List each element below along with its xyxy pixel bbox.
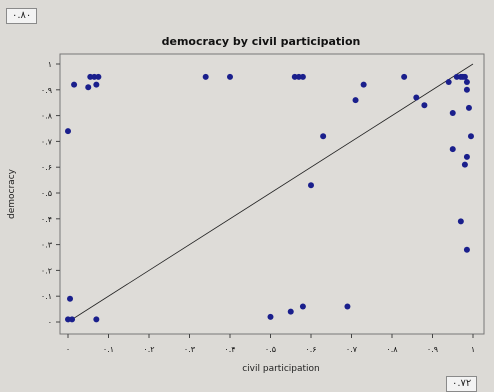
data-point [85,84,92,91]
y-tick-label: ۰.۴ [41,215,52,224]
y-tick-label: ۰.۵ [41,189,52,198]
x-axis-title: civil participation [242,364,320,374]
y-tick-label: ۰.۱ [41,292,52,301]
data-point [299,303,306,310]
y-tick-label: ۱ [48,60,52,69]
x-tick-label: ۰.۹ [427,345,438,354]
y-tick-label: ۰.۹ [41,86,52,95]
data-point [65,128,71,135]
y-tick-label: ۰.۲ [41,266,52,275]
data-point [308,182,314,189]
x-tick-label: ۰.۵ [265,345,276,354]
data-point [360,81,367,88]
y-tick-label: ۰.۷ [41,137,53,146]
x-tick-label: ۰ [66,345,70,354]
data-point [299,73,306,80]
data-point [95,73,102,80]
x-tick-label: ۱ [471,345,475,354]
data-point [287,308,294,315]
x-tick-label: ۰.۳ [184,345,196,354]
data-point [93,81,100,88]
y-axis-title: democracy [7,168,17,219]
data-point [465,104,472,111]
y-tick-label: ۰.۸ [41,112,53,121]
x-tick-label: ۰.۱ [103,345,114,354]
axis-ticks: ۰ ۰.۱ ۰.۲ ۰.۳ ۰.۴ ۰.۵ ۰.۶ ۰.۷ ۰.۸ ۰.۹ ۱ ۰ ۰.۱ ۰.۲ ۰.۳ ۰… [41,60,475,354]
data-point [461,161,468,168]
chart-title: democracy by civil participation [162,35,361,48]
data-point [421,102,428,109]
bottom-right-value-badge: ۰.۷۲ [446,376,478,392]
fit-line [67,63,474,323]
data-point [267,313,274,320]
y-tick-label: ۰ [48,318,52,327]
y-tick-label: ۰.۳ [41,241,53,250]
data-point [344,303,351,310]
data-point [69,316,76,323]
top-left-value-badge: ۰.۸۰ [6,8,38,24]
data-point [457,218,464,225]
x-tick-label: ۰.۴ [224,345,235,354]
data-point [463,153,470,160]
data-points [65,73,474,323]
data-point [413,94,420,101]
data-point [93,316,100,323]
data-point [461,73,468,80]
data-point [445,79,452,86]
data-point [401,73,408,80]
data-point [71,81,78,88]
x-tick-label: ۰.۲ [143,345,154,354]
data-point [202,73,209,80]
x-tick-label: ۰.۸ [386,345,398,354]
data-point [463,246,470,253]
data-point [467,133,474,140]
fit-line-group [67,63,474,323]
data-point [449,146,456,153]
data-point [320,133,327,140]
x-tick-label: ۰.۷ [346,345,358,354]
data-point [463,86,470,93]
data-point [227,73,233,80]
plot-area [59,53,485,335]
data-point [449,110,456,117]
data-point [67,295,74,302]
data-point [352,97,359,104]
x-tick-label: ۰.۶ [305,345,316,354]
y-tick-label: ۰.۶ [41,163,52,172]
data-point [463,79,470,86]
